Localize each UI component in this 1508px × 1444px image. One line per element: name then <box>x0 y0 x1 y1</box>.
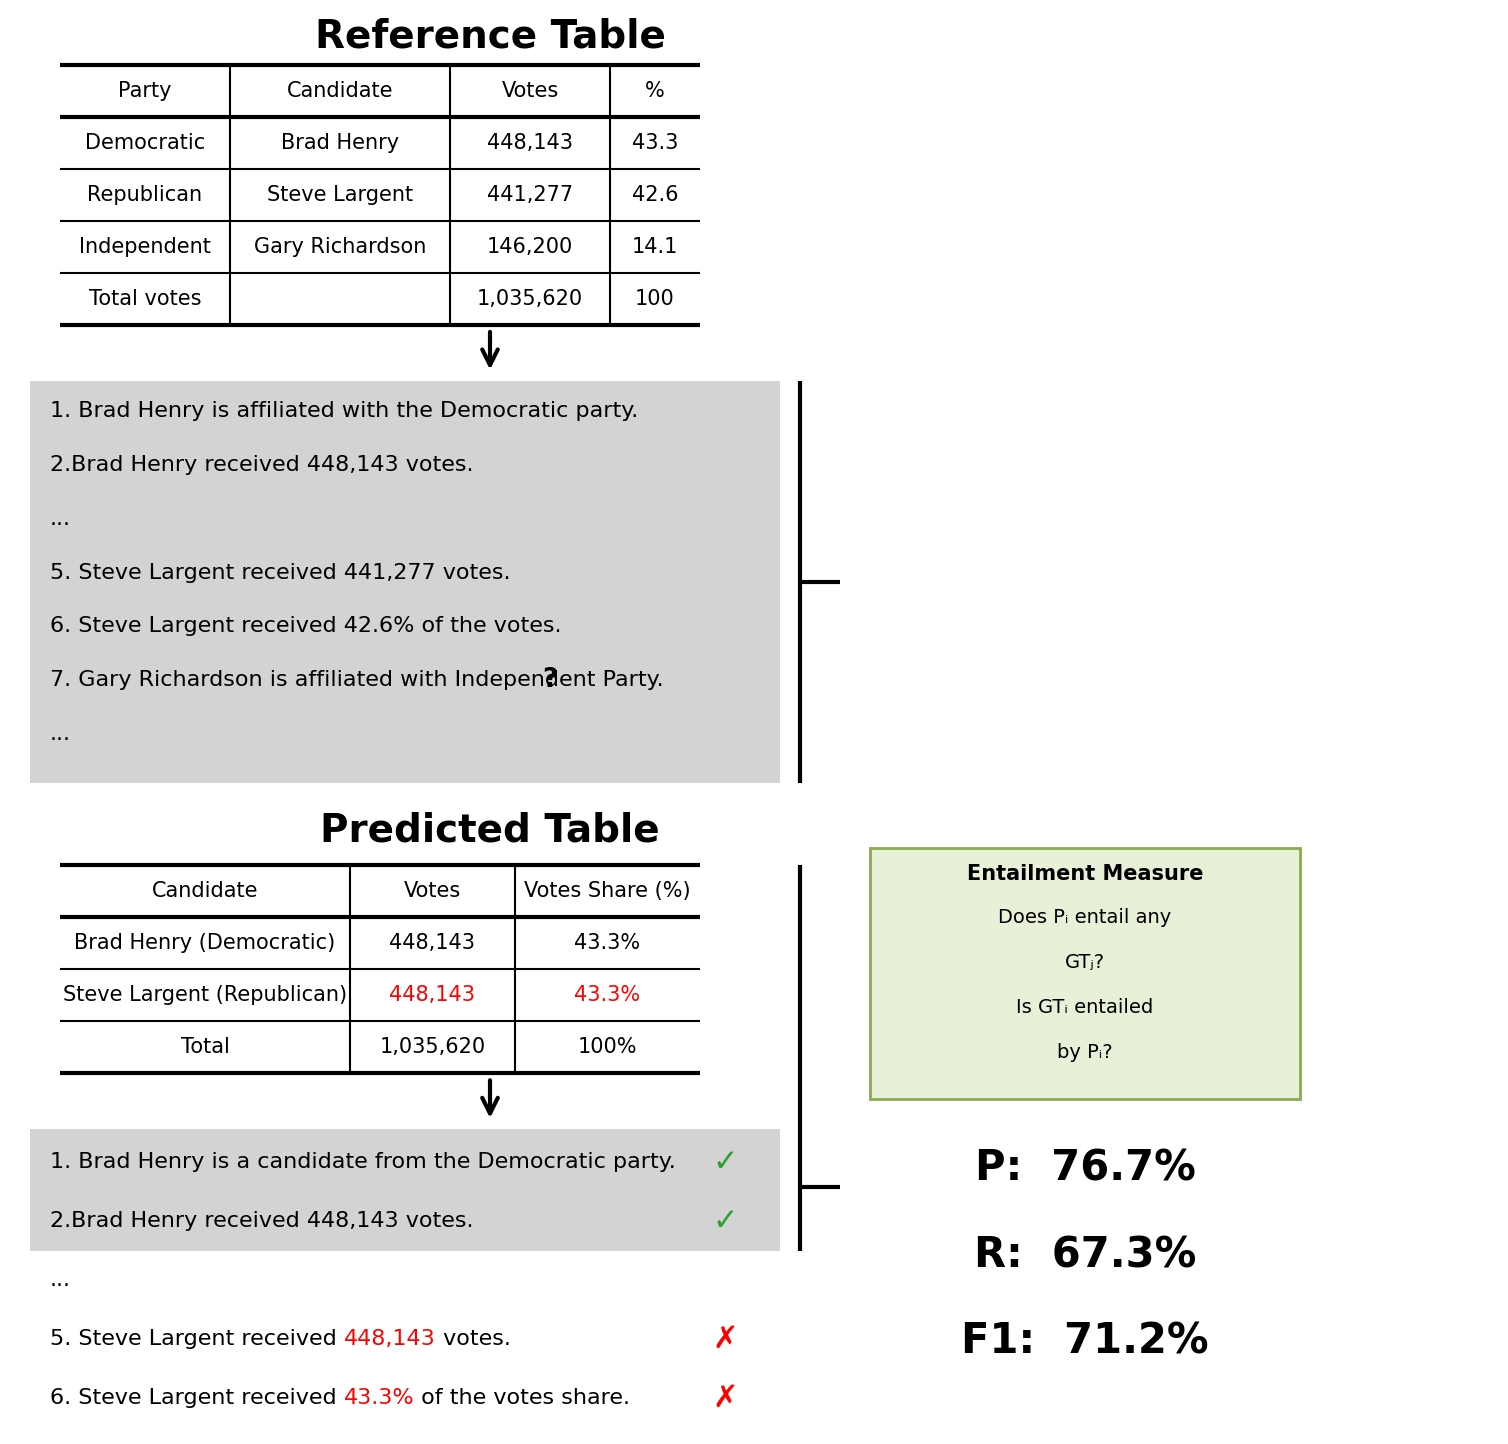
Text: 1. Brad Henry is affiliated with the Democratic party.: 1. Brad Henry is affiliated with the Dem… <box>50 401 638 422</box>
Text: 7. Gary Richardson is affiliated with Independent Party.: 7. Gary Richardson is affiliated with In… <box>50 670 664 690</box>
FancyBboxPatch shape <box>30 1129 780 1444</box>
FancyBboxPatch shape <box>870 848 1300 1099</box>
Text: Entailment Measure: Entailment Measure <box>967 864 1203 884</box>
Text: 448,143: 448,143 <box>344 1328 436 1349</box>
Text: by Pᵢ?: by Pᵢ? <box>1057 1043 1113 1061</box>
Text: 448,143: 448,143 <box>487 133 573 153</box>
Text: Is GTᵢ entailed: Is GTᵢ entailed <box>1016 998 1154 1017</box>
Text: votes.: votes. <box>436 1328 511 1349</box>
Text: 6. Steve Largent received: 6. Steve Largent received <box>50 1388 344 1408</box>
Text: ✗: ✗ <box>712 1383 737 1412</box>
Text: Candidate: Candidate <box>152 881 258 901</box>
Text: 1,035,620: 1,035,620 <box>477 289 584 309</box>
Text: Candidate: Candidate <box>287 81 394 101</box>
Text: Votes: Votes <box>404 881 461 901</box>
Text: Independent: Independent <box>78 237 211 257</box>
Text: ?: ? <box>543 667 558 693</box>
FancyBboxPatch shape <box>30 381 780 783</box>
Text: Republican: Republican <box>87 185 202 205</box>
Text: 43.3%: 43.3% <box>344 1388 415 1408</box>
Text: Does Pᵢ entail any: Does Pᵢ entail any <box>998 908 1172 927</box>
Text: F1:  71.2%: F1: 71.2% <box>961 1321 1209 1363</box>
Text: Steve Largent: Steve Largent <box>267 185 413 205</box>
Text: Steve Largent (Republican): Steve Largent (Republican) <box>63 985 347 1005</box>
Text: 1. Brad Henry is a candidate from the Democratic party.: 1. Brad Henry is a candidate from the De… <box>50 1152 676 1173</box>
Text: 43.3%: 43.3% <box>575 933 641 953</box>
Text: 43.3: 43.3 <box>632 133 679 153</box>
Text: Total: Total <box>181 1037 229 1057</box>
Text: of the votes share.: of the votes share. <box>415 1388 630 1408</box>
Text: 5. Steve Largent received: 5. Steve Largent received <box>50 1328 344 1349</box>
Text: 100: 100 <box>635 289 676 309</box>
Text: ...: ... <box>50 723 71 744</box>
Text: Party: Party <box>118 81 172 101</box>
Text: ✓: ✓ <box>712 1207 737 1236</box>
Text: ...: ... <box>50 508 71 529</box>
Text: Votes: Votes <box>501 81 558 101</box>
Text: P:  76.7%: P: 76.7% <box>974 1148 1196 1190</box>
Text: Brad Henry (Democratic): Brad Henry (Democratic) <box>74 933 336 953</box>
Text: Gary Richardson: Gary Richardson <box>253 237 427 257</box>
Text: GTⱼ?: GTⱼ? <box>1065 953 1105 972</box>
Text: ✗: ✗ <box>712 1324 737 1353</box>
Text: Democratic: Democratic <box>84 133 205 153</box>
Text: 100%: 100% <box>578 1037 638 1057</box>
Text: Brad Henry: Brad Henry <box>280 133 400 153</box>
Text: Predicted Table: Predicted Table <box>320 812 661 849</box>
Text: 6. Steve Largent received 42.6% of the votes.: 6. Steve Largent received 42.6% of the v… <box>50 617 561 637</box>
Text: 14.1: 14.1 <box>632 237 679 257</box>
Text: 146,200: 146,200 <box>487 237 573 257</box>
Text: ✓: ✓ <box>712 1148 737 1177</box>
Text: ...: ... <box>50 1271 71 1289</box>
Text: 42.6: 42.6 <box>632 185 679 205</box>
Text: 448,143: 448,143 <box>389 933 475 953</box>
Text: Votes Share (%): Votes Share (%) <box>525 881 691 901</box>
Text: 2.Brad Henry received 448,143 votes.: 2.Brad Henry received 448,143 votes. <box>50 1212 474 1232</box>
Text: 43.3%: 43.3% <box>575 985 641 1005</box>
Text: %: % <box>645 81 665 101</box>
Text: 448,143: 448,143 <box>389 985 475 1005</box>
Text: 441,277: 441,277 <box>487 185 573 205</box>
Text: R:  67.3%: R: 67.3% <box>974 1235 1196 1276</box>
Text: 2.Brad Henry received 448,143 votes.: 2.Brad Henry received 448,143 votes. <box>50 455 474 475</box>
Text: Reference Table: Reference Table <box>315 17 665 55</box>
Text: Total votes: Total votes <box>89 289 201 309</box>
Text: 1,035,620: 1,035,620 <box>380 1037 486 1057</box>
Text: 5. Steve Largent received 441,277 votes.: 5. Steve Largent received 441,277 votes. <box>50 563 511 582</box>
